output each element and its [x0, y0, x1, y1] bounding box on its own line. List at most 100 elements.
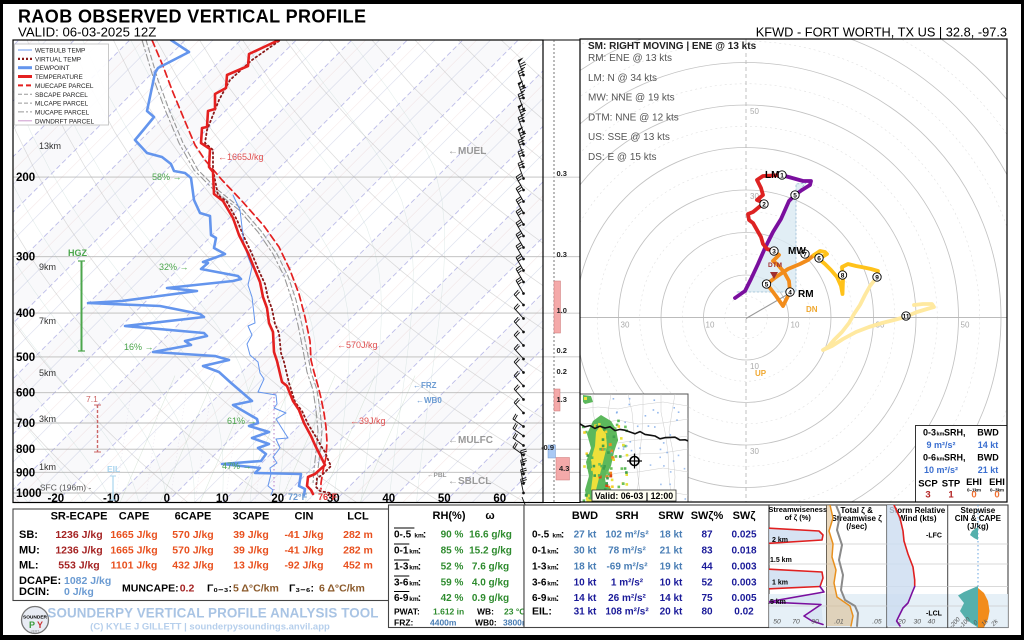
- svg-text:1.3: 1.3: [557, 395, 567, 404]
- svg-text:76°F: 76°F: [318, 492, 338, 502]
- svg-text:LCL: LCL: [347, 511, 369, 523]
- svg-text:EHI: EHI: [966, 477, 982, 488]
- svg-text:km: km: [409, 549, 419, 556]
- svg-text:4.3: 4.3: [559, 464, 569, 473]
- svg-text:5: 5: [765, 281, 769, 288]
- svg-text:MUECAPE PARCEL: MUECAPE PARCEL: [35, 83, 94, 90]
- svg-text::: :: [418, 578, 421, 589]
- svg-text:6-9: 6-9: [394, 593, 409, 604]
- svg-text:10: 10: [750, 362, 759, 371]
- svg-text:EHI: EHI: [989, 477, 1005, 488]
- svg-text:30: 30: [750, 447, 759, 456]
- svg-text:26 m²/s²: 26 m²/s²: [608, 593, 646, 604]
- svg-text:0.9 g/kg: 0.9 g/kg: [472, 593, 509, 604]
- svg-text:-41 J/kg: -41 J/kg: [284, 529, 323, 541]
- svg-text:282 m: 282 m: [343, 545, 373, 557]
- svg-text:10: 10: [791, 321, 800, 330]
- svg-text:3CAPE: 3CAPE: [233, 511, 270, 523]
- svg-text:7: 7: [803, 251, 807, 258]
- svg-text::: :: [556, 593, 559, 604]
- svg-text:9: 9: [875, 274, 879, 281]
- svg-text:200: 200: [16, 172, 35, 184]
- svg-text:700: 700: [16, 418, 35, 430]
- svg-text:LM: N @ 34 kts: LM: N @ 34 kts: [588, 73, 657, 84]
- svg-text:0-.5: 0-.5: [532, 530, 550, 541]
- svg-text:9km: 9km: [39, 262, 56, 272]
- svg-text:59 %: 59 %: [441, 578, 464, 589]
- svg-text:570 J/kg: 570 J/kg: [172, 529, 213, 541]
- svg-text:50: 50: [773, 619, 781, 626]
- svg-text:SBCAPE PARCEL: SBCAPE PARCEL: [35, 92, 88, 99]
- svg-text:0.003: 0.003: [731, 562, 756, 573]
- svg-text:UP: UP: [755, 369, 767, 378]
- svg-text:0: 0: [971, 490, 976, 501]
- svg-text:ML:: ML:: [19, 560, 39, 572]
- svg-text:-41 J/kg: -41 J/kg: [284, 545, 323, 557]
- svg-text:20: 20: [897, 619, 906, 626]
- svg-text:-SFC (196m) -: -SFC (196m) -: [37, 483, 91, 493]
- svg-text:MW: MW: [788, 246, 806, 257]
- svg-text:VALID: 06-03-2025 12Z: VALID: 06-03-2025 12Z: [18, 25, 156, 40]
- svg-text:14 kt: 14 kt: [978, 440, 999, 450]
- svg-text:(/sec): (/sec): [846, 522, 867, 531]
- svg-text:DTM: DTM: [768, 262, 782, 269]
- svg-text::: :: [418, 546, 421, 557]
- svg-text:HGZ: HGZ: [68, 248, 88, 258]
- svg-text:1101 J/kg: 1101 J/kg: [111, 560, 158, 572]
- svg-text:6-9: 6-9: [532, 593, 547, 604]
- svg-text:km: km: [414, 533, 424, 540]
- svg-text:-20: -20: [47, 493, 64, 505]
- svg-text:1k: 1k: [980, 618, 990, 628]
- svg-text:RH(%): RH(%): [433, 510, 466, 522]
- svg-text:SCP: SCP: [918, 479, 938, 490]
- svg-text:.5 km: .5 km: [768, 599, 786, 606]
- svg-text:39 J/kg: 39 J/kg: [233, 529, 269, 541]
- svg-text:40: 40: [382, 493, 395, 505]
- svg-text:US: SSE @ 13 kts: US: SSE @ 13 kts: [588, 132, 670, 143]
- svg-text:75: 75: [701, 593, 713, 604]
- svg-text:BWD: BWD: [977, 453, 999, 463]
- svg-text:0.003: 0.003: [731, 578, 756, 589]
- svg-text:61% →: 61% →: [227, 416, 257, 426]
- svg-text:CIN: CIN: [295, 511, 314, 523]
- svg-text:0.025: 0.025: [731, 530, 756, 541]
- svg-text:10 kt: 10 kt: [660, 578, 683, 589]
- svg-text:52: 52: [701, 578, 713, 589]
- svg-text:1.612 in: 1.612 in: [433, 607, 464, 617]
- svg-text:.05: .05: [872, 619, 882, 626]
- svg-text:14 kt: 14 kt: [660, 593, 683, 604]
- svg-text:14 kt: 14 kt: [574, 593, 597, 604]
- svg-text:P: P: [29, 620, 35, 630]
- svg-text:0.018: 0.018: [731, 546, 756, 557]
- svg-text:RM: ENE @ 13 kts: RM: ENE @ 13 kts: [588, 53, 672, 64]
- svg-text:Valid: 06-03 | 12:00: Valid: 06-03 | 12:00: [595, 491, 673, 501]
- svg-text:-LFC: -LFC: [926, 533, 942, 540]
- svg-text:Γ₃₋₆:: Γ₃₋₆:: [289, 583, 314, 595]
- svg-text:km: km: [547, 596, 557, 603]
- svg-text:83: 83: [701, 546, 713, 557]
- svg-text:4400m: 4400m: [430, 618, 457, 628]
- svg-text:50: 50: [961, 321, 970, 330]
- svg-text:4.0 g/kg: 4.0 g/kg: [472, 578, 509, 589]
- svg-text::: :: [423, 530, 426, 541]
- svg-text:1-3: 1-3: [532, 562, 547, 573]
- svg-text:SRH,: SRH,: [944, 453, 966, 463]
- svg-text:31 kt: 31 kt: [574, 607, 597, 618]
- svg-text:SWζ%: SWζ%: [691, 510, 724, 522]
- svg-text:30 kt: 30 kt: [574, 546, 597, 557]
- svg-text:DCAPE:: DCAPE:: [19, 575, 61, 587]
- svg-text:11: 11: [903, 313, 910, 320]
- svg-text:km: km: [409, 565, 419, 572]
- svg-text:6 Δ°C/km: 6 Δ°C/km: [319, 583, 365, 595]
- svg-text:2 km: 2 km: [772, 537, 788, 544]
- svg-text:0–3km: 0–3km: [990, 488, 1004, 493]
- svg-text:0.3: 0.3: [557, 169, 567, 178]
- svg-text::: :: [418, 593, 421, 604]
- svg-text:STP: STP: [942, 479, 961, 490]
- svg-text:32% →: 32% →: [159, 262, 189, 272]
- svg-text:452 m: 452 m: [343, 560, 373, 572]
- svg-text::: :: [556, 578, 559, 589]
- svg-text:SB:: SB:: [19, 529, 38, 541]
- svg-text:RM: RM: [798, 289, 814, 300]
- svg-text:WB:: WB:: [477, 607, 494, 617]
